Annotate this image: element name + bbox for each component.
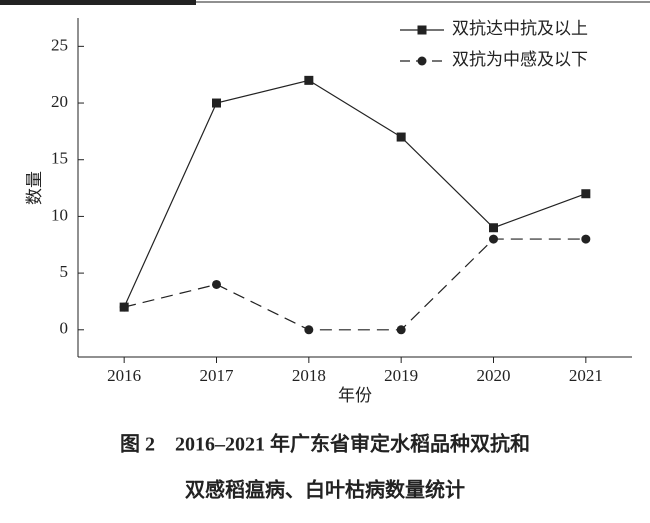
marker [417, 56, 427, 66]
y-tick-label: 15 [51, 149, 68, 168]
caption-line: 图 2 2016–2021 年广东省审定水稻品种双抗和 [120, 432, 530, 456]
marker [396, 325, 406, 335]
series-line [124, 238, 586, 331]
marker [212, 98, 221, 108]
marker [581, 189, 591, 199]
series-line [123, 79, 587, 308]
x-tick-label: 2019 [384, 366, 418, 385]
marker [304, 75, 314, 85]
x-tick-label: 2017 [200, 366, 235, 385]
marker [304, 325, 314, 335]
top-rule-thick [0, 0, 196, 5]
y-tick-label: 10 [51, 205, 68, 224]
y-tick-label: 25 [51, 35, 68, 54]
marker [489, 223, 498, 233]
legend-label: 双抗达中抗及以上 [452, 19, 588, 38]
marker [581, 234, 591, 244]
marker [396, 132, 406, 142]
marker [417, 25, 427, 35]
marker [489, 234, 498, 244]
y-tick-label: 0 [60, 319, 69, 338]
y-axis-label: 数量 [25, 171, 44, 205]
y-tick-label: 20 [51, 92, 68, 111]
x-tick-label: 2021 [569, 366, 603, 385]
x-tick-label: 2016 [107, 366, 141, 385]
legend-label: 双抗为中感及以下 [452, 50, 588, 69]
marker [119, 302, 129, 312]
caption-line: 双感稻瘟病、白叶枯病数量统计 [185, 478, 465, 502]
x-tick-label: 2020 [477, 366, 511, 385]
x-tick-label: 2018 [292, 366, 326, 385]
y-tick-label: 5 [60, 262, 69, 281]
marker [212, 279, 221, 289]
x-axis-label: 年份 [338, 386, 372, 405]
